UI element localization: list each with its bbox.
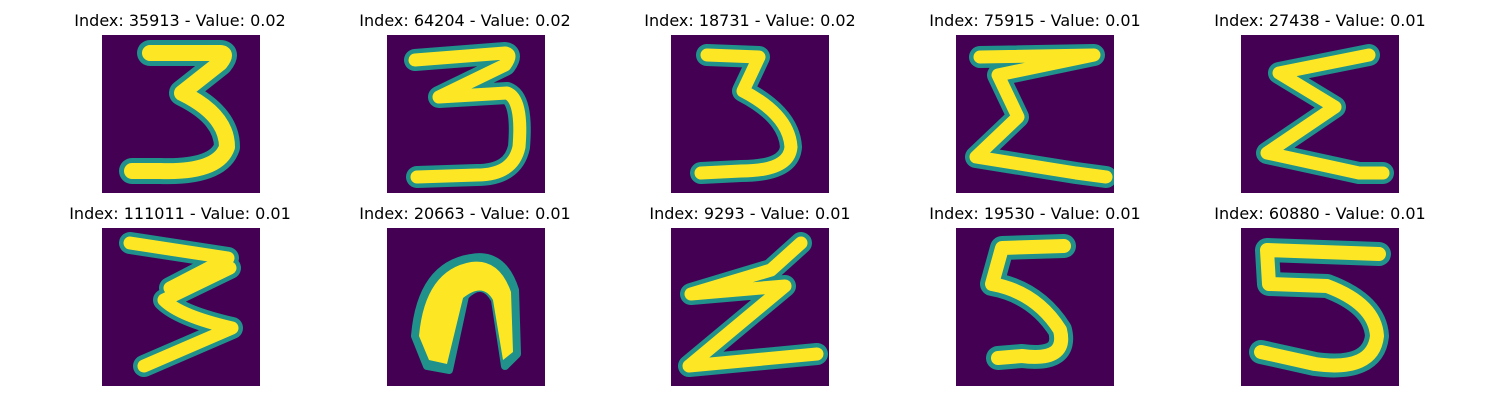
- digit-image: [671, 35, 829, 193]
- panel-7: Index: 20663 - Value: 0.01: [315, 193, 615, 386]
- panel-5: Index: 27438 - Value: 0.01: [1170, 0, 1470, 193]
- digit-image: [387, 35, 545, 193]
- digit-3-glyph: [119, 232, 243, 377]
- digit-5-glyph: [980, 234, 1076, 370]
- digit-image: [387, 228, 545, 386]
- panel-9: Index: 19530 - Value: 0.01: [885, 193, 1185, 386]
- digit-image: [102, 35, 260, 193]
- panel-8: Index: 9293 - Value: 0.01: [600, 193, 900, 386]
- panel-title: Index: 18731 - Value: 0.02: [644, 11, 856, 30]
- digit-image: [1241, 228, 1399, 386]
- panel-title: Index: 20663 - Value: 0.01: [359, 204, 571, 223]
- sigma-glyph: [965, 44, 1114, 188]
- panel-4: Index: 75915 - Value: 0.01: [885, 0, 1185, 193]
- panel-title: Index: 64204 - Value: 0.02: [359, 11, 571, 30]
- digit-3-glyph: [690, 44, 802, 184]
- panel-1: Index: 35913 - Value: 0.02: [30, 0, 330, 193]
- zigzag-glyph: [678, 232, 828, 377]
- panel-title: Index: 60880 - Value: 0.01: [1214, 204, 1426, 223]
- digit-image: [1241, 35, 1399, 193]
- digit-image: [102, 228, 260, 386]
- panel-title: Index: 111011 - Value: 0.01: [69, 204, 291, 223]
- panel-title: Index: 9293 - Value: 0.01: [649, 204, 851, 223]
- panel-2: Index: 64204 - Value: 0.02: [315, 0, 615, 193]
- panel-6: Index: 111011 - Value: 0.01: [30, 193, 330, 386]
- panel-3: Index: 18731 - Value: 0.02: [600, 0, 900, 193]
- panel-title: Index: 19530 - Value: 0.01: [929, 204, 1141, 223]
- digit-3-glyph: [404, 42, 531, 188]
- panel-title: Index: 27438 - Value: 0.01: [1214, 11, 1426, 30]
- digit-image: [671, 228, 829, 386]
- panel-title: Index: 75915 - Value: 0.01: [929, 11, 1141, 30]
- digit-image: [956, 35, 1114, 193]
- digit-3-glyph: [119, 40, 240, 185]
- panel-10: Index: 60880 - Value: 0.01: [1170, 193, 1470, 386]
- digit-5-glyph: [1249, 238, 1391, 378]
- panel-title: Index: 35913 - Value: 0.02: [74, 11, 286, 30]
- digit-image: [956, 228, 1114, 386]
- arch-glyph: [411, 253, 521, 374]
- sigma-glyph: [1256, 44, 1394, 184]
